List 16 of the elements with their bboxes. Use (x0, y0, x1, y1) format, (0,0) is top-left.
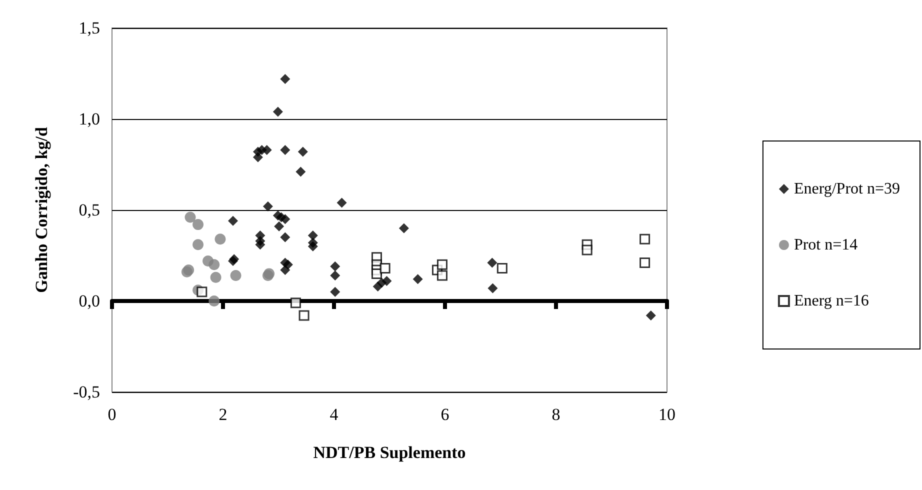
x-tick-label: 0 (108, 405, 116, 424)
y-tick-label: 0,0 (78, 292, 100, 310)
legend-label: Energ/Prot n=39 (794, 180, 900, 198)
y-tick-label: -0,5 (73, 382, 100, 402)
x-tick-label: 10 (658, 405, 676, 424)
y-axis-title: Ganho Corrigido, kg/d (32, 126, 51, 293)
x-tick-label: 8 (552, 405, 560, 424)
legend-label: Prot n=14 (794, 236, 858, 254)
y-tick-label: 1,5 (78, 18, 100, 38)
y-tick-label: 0,5 (78, 200, 100, 220)
x-tick-label: 6 (440, 405, 450, 424)
legend-label: Energ n=16 (794, 292, 869, 310)
x-tick-label: 2 (218, 405, 228, 424)
y-tick-label: 1,0 (78, 110, 100, 128)
x-tick-label: 4 (330, 405, 339, 424)
x-axis-title: NDT/PB Suplemento (313, 443, 466, 462)
